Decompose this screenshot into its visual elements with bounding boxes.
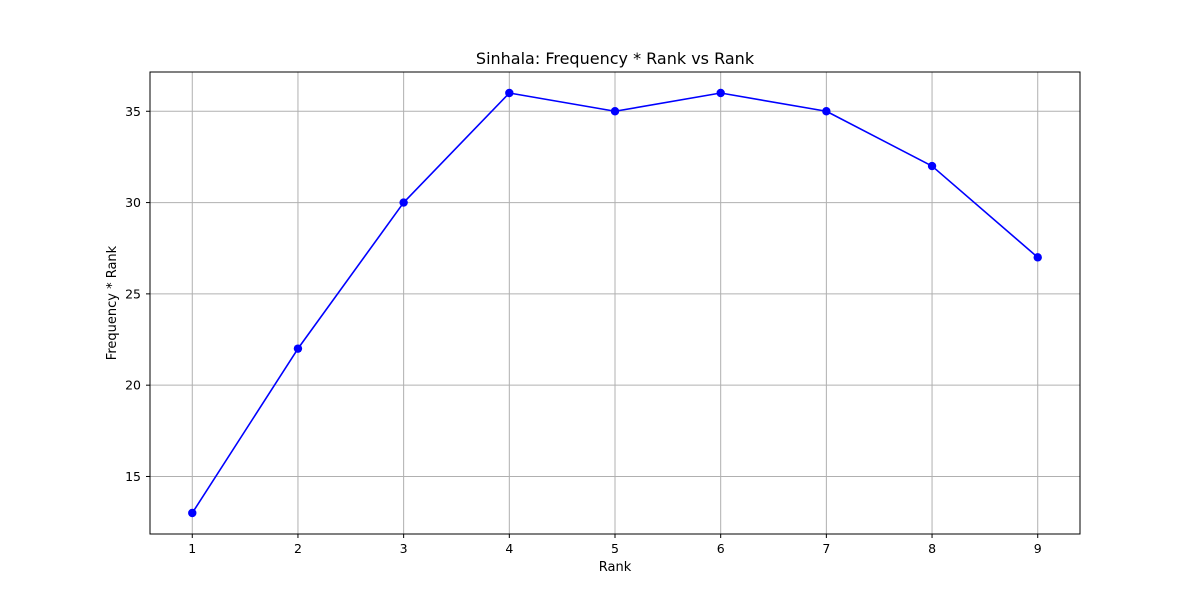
y-tick-label: 35 [125, 104, 141, 119]
y-tick-label: 20 [125, 378, 141, 393]
x-tick-label: 3 [400, 541, 408, 556]
chart-title: Sinhala: Frequency * Rank vs Rank [476, 49, 755, 68]
y-tick-label: 15 [125, 469, 141, 484]
x-tick-label: 4 [505, 541, 513, 556]
series-layer [188, 88, 1042, 518]
data-point [188, 508, 197, 518]
x-tick-label: 6 [717, 541, 725, 556]
data-point [399, 198, 408, 207]
x-tick-label: 2 [294, 541, 302, 556]
y-tick-label: 30 [125, 195, 141, 210]
x-tick-label: 1 [188, 541, 196, 556]
y-axis-label: Frequency * Rank [105, 245, 120, 360]
data-point [1033, 253, 1042, 262]
x-axis-label: Rank [599, 560, 632, 575]
data-point [822, 107, 831, 116]
data-point [505, 88, 514, 98]
y-tick-label: 25 [125, 286, 141, 301]
x-tick-label: 9 [1034, 541, 1042, 556]
x-tick-label: 7 [822, 541, 830, 556]
x-tick-label: 5 [611, 541, 619, 556]
data-point [610, 107, 620, 116]
data-point [927, 161, 937, 171]
data-point [716, 88, 725, 98]
ticks: 1 2 3 4 5 6 7 8 9 15 20 25 30 35 [125, 104, 1042, 556]
data-point [293, 344, 303, 353]
grid [150, 72, 1080, 534]
x-tick-label: 8 [928, 541, 936, 556]
